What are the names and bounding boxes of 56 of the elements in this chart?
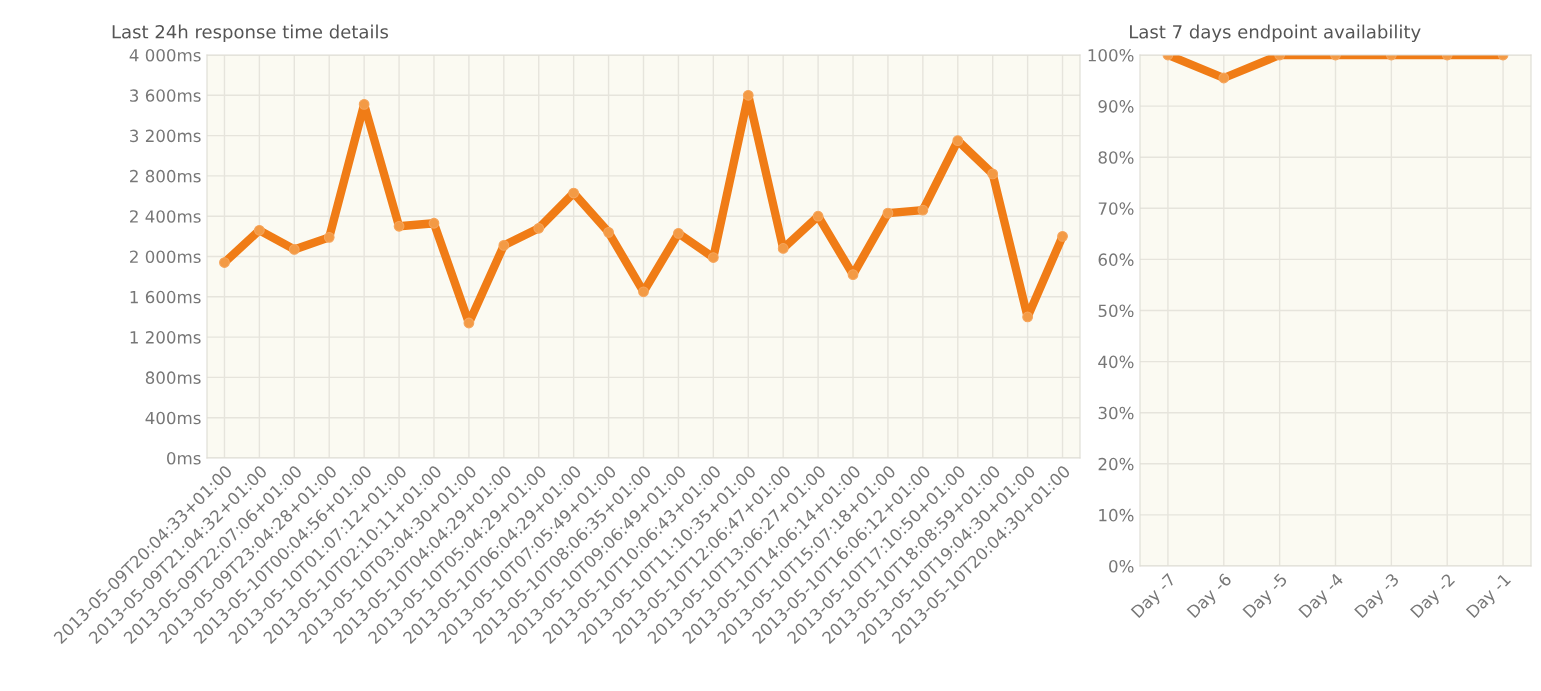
point [288,244,300,255]
y-tick-label: 2 800ms [130,169,201,183]
y-tick-label: 0% [1109,559,1134,573]
point [638,286,649,298]
y-tick-label: 90% [1098,100,1134,113]
y-tick-label: 30% [1098,406,1134,420]
y-tick-label: 1 600ms [130,290,201,304]
y-tick-label: 800ms [145,371,201,384]
point [847,269,859,281]
point [358,98,370,110]
point [882,207,894,219]
y-tick-label: 100% [1088,48,1134,62]
x-tick-label: Day -2 [1409,572,1458,621]
y-tick-label: 400ms [145,411,201,425]
y-tick-label: 70% [1098,202,1134,215]
y-tick-label: 80% [1098,151,1134,164]
point [987,168,999,180]
y-tick-label: 20% [1098,457,1134,471]
point [428,217,440,229]
chart-title: Last 24h response time details [112,24,389,43]
point [533,222,545,234]
chart-title: Last 7 days endpoint availability [1130,24,1421,43]
x-tick-label: Day -1 [1465,573,1514,621]
point [1022,311,1033,323]
point [463,317,475,329]
x-tick-label: Day -6 [1186,572,1235,621]
point [917,204,929,216]
y-tick-label: 4 000ms [129,48,201,62]
point [219,257,230,268]
point [812,210,824,222]
point [568,187,580,199]
point [323,231,335,243]
y-tick-label: 2 400ms [130,210,201,223]
x-tick-label: Day -5 [1242,572,1291,621]
y-tick-label: 50% [1098,304,1134,318]
y-tick-label: 3 200ms [130,129,201,143]
x-tick-label: Day -4 [1298,572,1347,621]
y-tick-label: 1 200ms [130,331,201,344]
point [952,135,964,147]
y-tick-label: 40% [1098,355,1134,369]
y-tick-label: 60% [1098,253,1134,266]
y-tick-label: 10% [1099,508,1134,522]
point [498,240,510,251]
y-tick-label: 0ms [167,451,201,465]
point [707,252,719,263]
y-tick-label: 2 000ms [130,250,201,264]
x-tick-label: Day -3 [1353,572,1402,621]
point [673,227,684,239]
point [393,220,405,232]
y-tick-label: 3 600ms [130,89,201,102]
x-tick-label: Day -7 [1130,572,1179,621]
point [742,89,754,101]
point [1057,230,1068,242]
point [603,226,614,238]
point [254,224,265,236]
point [777,243,789,254]
